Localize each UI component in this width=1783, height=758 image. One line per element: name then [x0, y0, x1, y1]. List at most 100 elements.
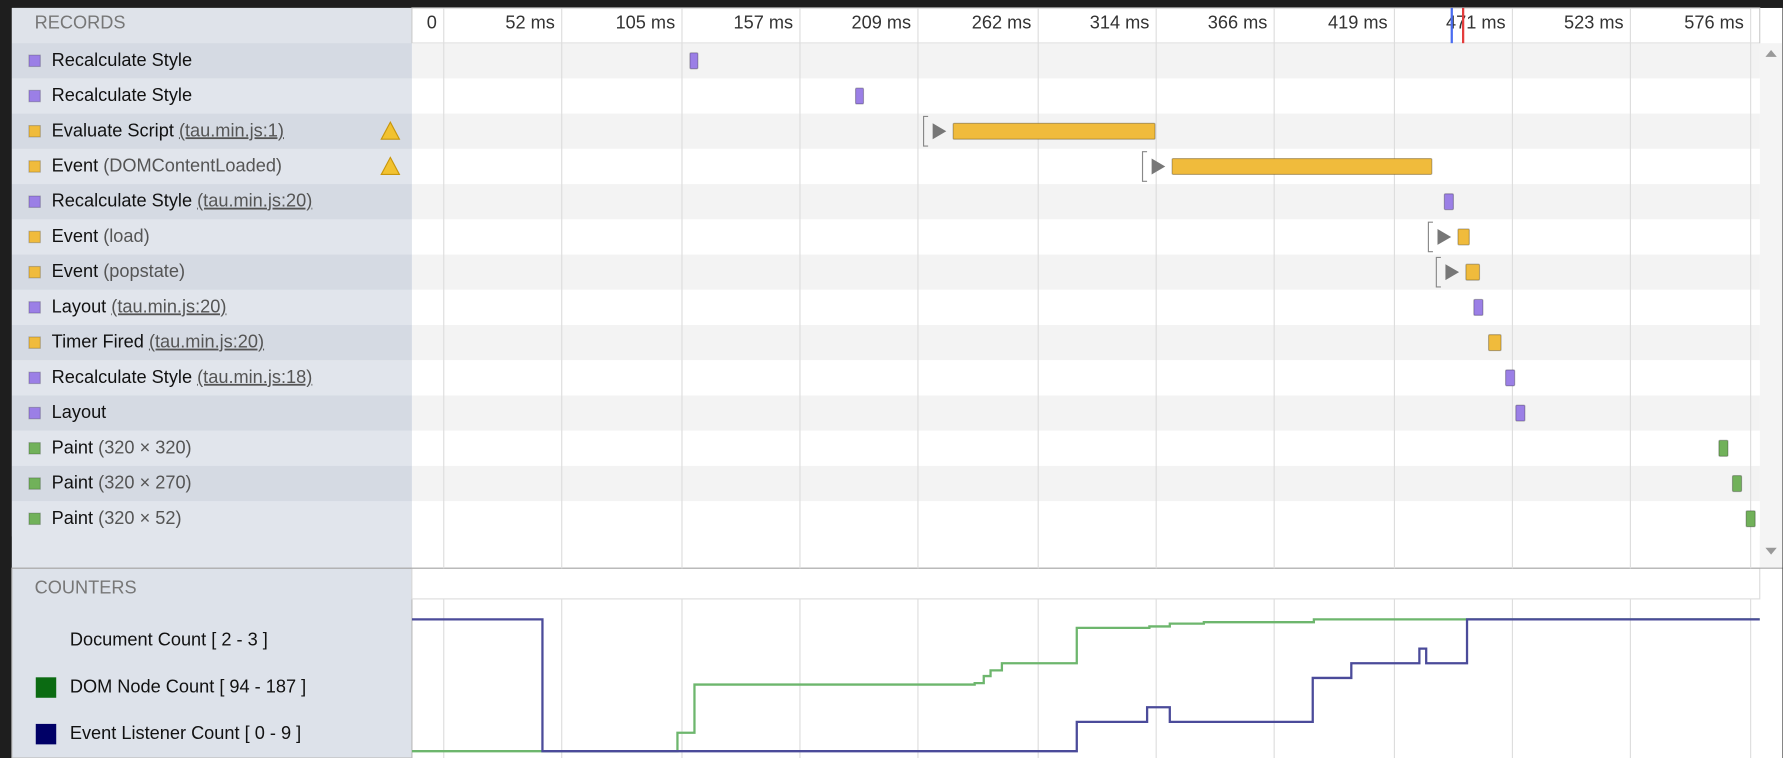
- category-swatch: [28, 89, 41, 103]
- tick-label: 52 ms: [505, 13, 555, 33]
- ruler-bg: [411, 7, 1761, 44]
- row-bg: [11, 148, 412, 185]
- record-bar: [952, 122, 1156, 140]
- record-label: Timer Fired (tau.min.js:20): [52, 331, 264, 351]
- record-detail: (popstate): [103, 261, 185, 281]
- expand-arrow: [932, 123, 947, 140]
- row-bg: [11, 219, 412, 255]
- row-track: [411, 184, 1760, 220]
- record-label: Recalculate Style: [52, 85, 192, 105]
- record-bar: [1488, 334, 1502, 352]
- row-bg: [11, 43, 412, 79]
- tick-label: 523 ms: [1564, 13, 1624, 33]
- tick-label: 471 ms: [1446, 13, 1506, 33]
- record-name: Paint: [52, 508, 93, 528]
- counter-swatch: [35, 677, 57, 698]
- counter-line: [411, 618, 1760, 753]
- record-bar: [1515, 404, 1526, 422]
- category-swatch: [28, 371, 41, 385]
- tick-label: 366 ms: [1208, 13, 1268, 33]
- expand-bracket: [1427, 221, 1433, 253]
- row-bg: [11, 78, 412, 114]
- record-name: Layout: [52, 402, 107, 422]
- record-name: Recalculate Style: [52, 191, 192, 211]
- row-track: [411, 148, 1760, 185]
- category-swatch: [28, 301, 41, 314]
- record-name: Paint: [52, 472, 93, 492]
- row-bg: [11, 395, 412, 431]
- row-bg: [11, 289, 412, 326]
- record-name: Evaluate Script: [52, 120, 174, 140]
- record-bar: [1731, 475, 1743, 493]
- row-track: [411, 254, 1760, 290]
- row-track: [411, 501, 1760, 537]
- record-label: Recalculate Style: [52, 50, 192, 70]
- record-detail: (load): [103, 226, 149, 246]
- record-label: Event (load): [52, 226, 150, 246]
- record-detail: (320 × 320): [98, 437, 191, 457]
- row-track: [411, 430, 1760, 466]
- row-bg: [11, 430, 412, 466]
- record-bar: [1465, 263, 1481, 281]
- category-swatch: [28, 125, 41, 138]
- records-header-bg: [11, 7, 412, 44]
- expand-arrow: [1445, 264, 1460, 281]
- record-bar: [1457, 228, 1470, 246]
- counters-header: COUNTERS: [35, 577, 137, 597]
- row-track: [411, 465, 1760, 502]
- record-detail: (320 × 270): [98, 472, 191, 492]
- record-bar: [1473, 298, 1484, 316]
- counter-label: Document Count [ 2 - 3 ]: [70, 630, 268, 650]
- record-label: Recalculate Style (tau.min.js:20): [52, 191, 313, 211]
- record-bar: [1745, 510, 1756, 528]
- record-name: Event: [52, 226, 98, 246]
- category-swatch: [28, 195, 41, 208]
- record-detail: (tau.min.js:20): [111, 296, 226, 316]
- row-track: [411, 395, 1760, 431]
- category-swatch: [28, 230, 41, 244]
- row-track: [411, 219, 1760, 255]
- record-name: Recalculate Style: [52, 367, 192, 387]
- category-swatch: [28, 265, 41, 279]
- record-name: Layout: [52, 296, 107, 316]
- category-swatch: [28, 406, 41, 420]
- tick-label: 262 ms: [972, 13, 1032, 33]
- record-detail: (tau.min.js:18): [197, 367, 312, 387]
- tick-label: 576 ms: [1684, 13, 1744, 33]
- expand-bracket: [1435, 256, 1441, 288]
- row-bg: [11, 465, 412, 502]
- record-bar: [689, 52, 699, 70]
- row-bg: [11, 325, 412, 361]
- record-name: Recalculate Style: [52, 50, 192, 70]
- record-detail: (tau.min.js:20): [149, 331, 264, 351]
- counter-swatch: [35, 723, 57, 745]
- row-bg: [11, 501, 412, 537]
- row-track: [411, 360, 1760, 396]
- expand-arrow: [1151, 158, 1166, 175]
- category-swatch: [28, 336, 41, 349]
- counters-strip: [411, 567, 1761, 600]
- row-bg: [11, 254, 412, 290]
- row-bg: [11, 360, 412, 396]
- category-swatch: [28, 54, 41, 68]
- record-label: Layout: [52, 402, 107, 422]
- expand-bracket: [923, 115, 929, 147]
- tick-label: 419 ms: [1328, 13, 1388, 33]
- category-swatch: [28, 160, 41, 173]
- category-swatch: [28, 512, 41, 526]
- expand-arrow: [1437, 228, 1452, 245]
- record-label: Paint (320 × 52): [52, 508, 182, 528]
- record-bar: [1505, 369, 1516, 387]
- scrollbar[interactable]: [1759, 43, 1783, 569]
- row-track: [411, 78, 1760, 114]
- record-label: Event (DOMContentLoaded): [52, 155, 282, 175]
- record-label: Paint (320 × 320): [52, 437, 192, 457]
- tick-label: 209 ms: [852, 13, 912, 33]
- record-name: Paint: [52, 437, 93, 457]
- record-detail: (320 × 52): [98, 508, 181, 528]
- record-label: Evaluate Script (tau.min.js:1): [52, 120, 284, 140]
- record-label: Event (popstate): [52, 261, 185, 281]
- tick-label: 314 ms: [1090, 13, 1150, 33]
